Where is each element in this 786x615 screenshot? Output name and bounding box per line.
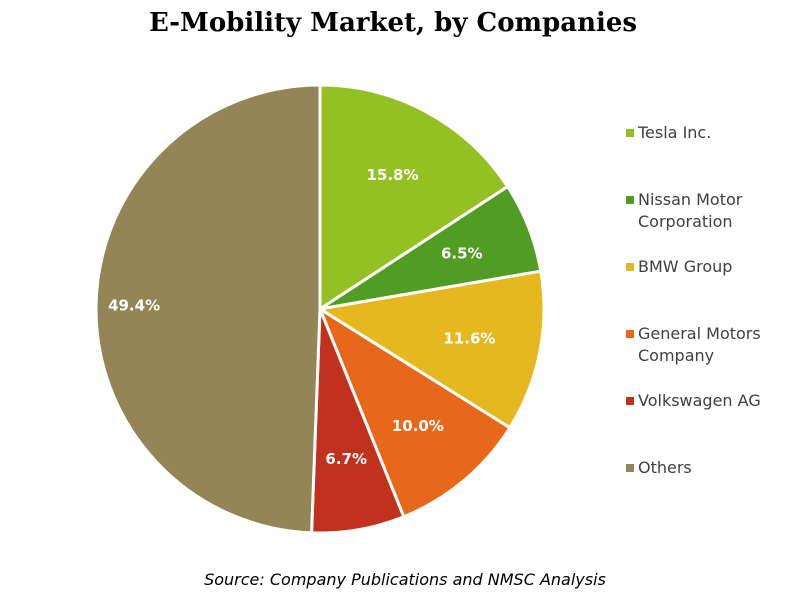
pie-label-bmw: 11.6% [443, 330, 495, 348]
legend-label-gm: General Motors Company [638, 324, 761, 365]
legend-label-nissan: Nissan Motor Corporation [638, 190, 743, 231]
pie-label-volkswagen: 6.7% [325, 450, 367, 468]
legend-swatch-tesla [626, 129, 634, 137]
chart-source: Source: Company Publications and NMSC An… [204, 570, 606, 589]
pie-label-gm: 10.0% [392, 417, 444, 435]
pie-label-others: 49.4% [108, 297, 160, 315]
legend-swatch-others [626, 464, 634, 472]
legend-swatch-volkswagen [626, 397, 634, 405]
legend-label-others: Others [638, 458, 692, 477]
chart-title: E-Mobility Market, by Companies [148, 8, 638, 38]
pie-slice-gm [316, 305, 512, 519]
legend-swatch-bmw [626, 263, 634, 271]
legend-label-volkswagen: Volkswagen AG [638, 391, 761, 410]
legend-swatch-nissan [626, 196, 634, 204]
pie-slice-others [94, 83, 322, 535]
legend-label-tesla: Tesla Inc. [638, 123, 712, 142]
legend-swatch-gm [626, 330, 634, 338]
pie-label-nissan: 6.5% [441, 244, 483, 262]
pie-label-tesla: 15.8% [366, 166, 418, 184]
legend-label-bmw: BMW Group [638, 257, 733, 276]
pie-slice-bmw [315, 269, 546, 430]
pie-slice-tesla [318, 83, 510, 312]
